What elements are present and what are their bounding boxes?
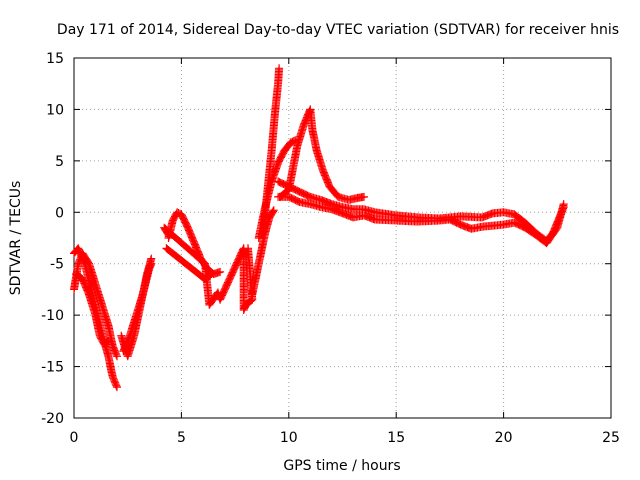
- y-tick-label: 10: [46, 102, 64, 118]
- data-point: [112, 350, 121, 359]
- data-point: [207, 270, 216, 278]
- data-point: [559, 200, 568, 209]
- x-tick-label: 5: [177, 430, 186, 446]
- x-tick-label: 15: [387, 430, 405, 446]
- data-point: [113, 352, 121, 361]
- y-tick-label: 0: [55, 205, 64, 221]
- x-tick-label: 0: [70, 430, 79, 446]
- data-point: [360, 192, 368, 201]
- data-point: [269, 207, 277, 216]
- axis-ticks: 0 5 10 15 20 25 -20 -15 -10 -5 0 5 10 15: [41, 51, 620, 446]
- data-point: [113, 383, 121, 392]
- x-axis-label: GPS time / hours: [283, 458, 400, 474]
- y-tick-label: 15: [46, 51, 64, 67]
- y-tick-label: -5: [50, 257, 64, 273]
- y-tick-label: 5: [55, 154, 64, 170]
- y-tick-label: -10: [41, 308, 64, 324]
- data-point: [104, 336, 113, 345]
- data-point: [244, 244, 252, 253]
- data-point: [216, 267, 225, 276]
- data-point: [147, 259, 156, 268]
- data-point: [103, 337, 112, 346]
- y-tick-label: -20: [41, 411, 64, 427]
- x-tick-label: 25: [602, 430, 620, 446]
- y-tick-label: -15: [41, 360, 64, 376]
- x-tick-label: 10: [280, 430, 298, 446]
- gridlines: [74, 58, 611, 418]
- data-point: [269, 206, 278, 215]
- chart-title: Day 171 of 2014, Sidereal Day-to-day VTE…: [57, 22, 619, 38]
- data-point: [275, 64, 284, 73]
- data-points: [70, 64, 568, 392]
- data-point: [112, 381, 121, 390]
- y-axis-label: SDTVAR / TECUs: [8, 181, 24, 296]
- x-tick-label: 20: [495, 430, 513, 446]
- plot-frame: [73, 57, 612, 419]
